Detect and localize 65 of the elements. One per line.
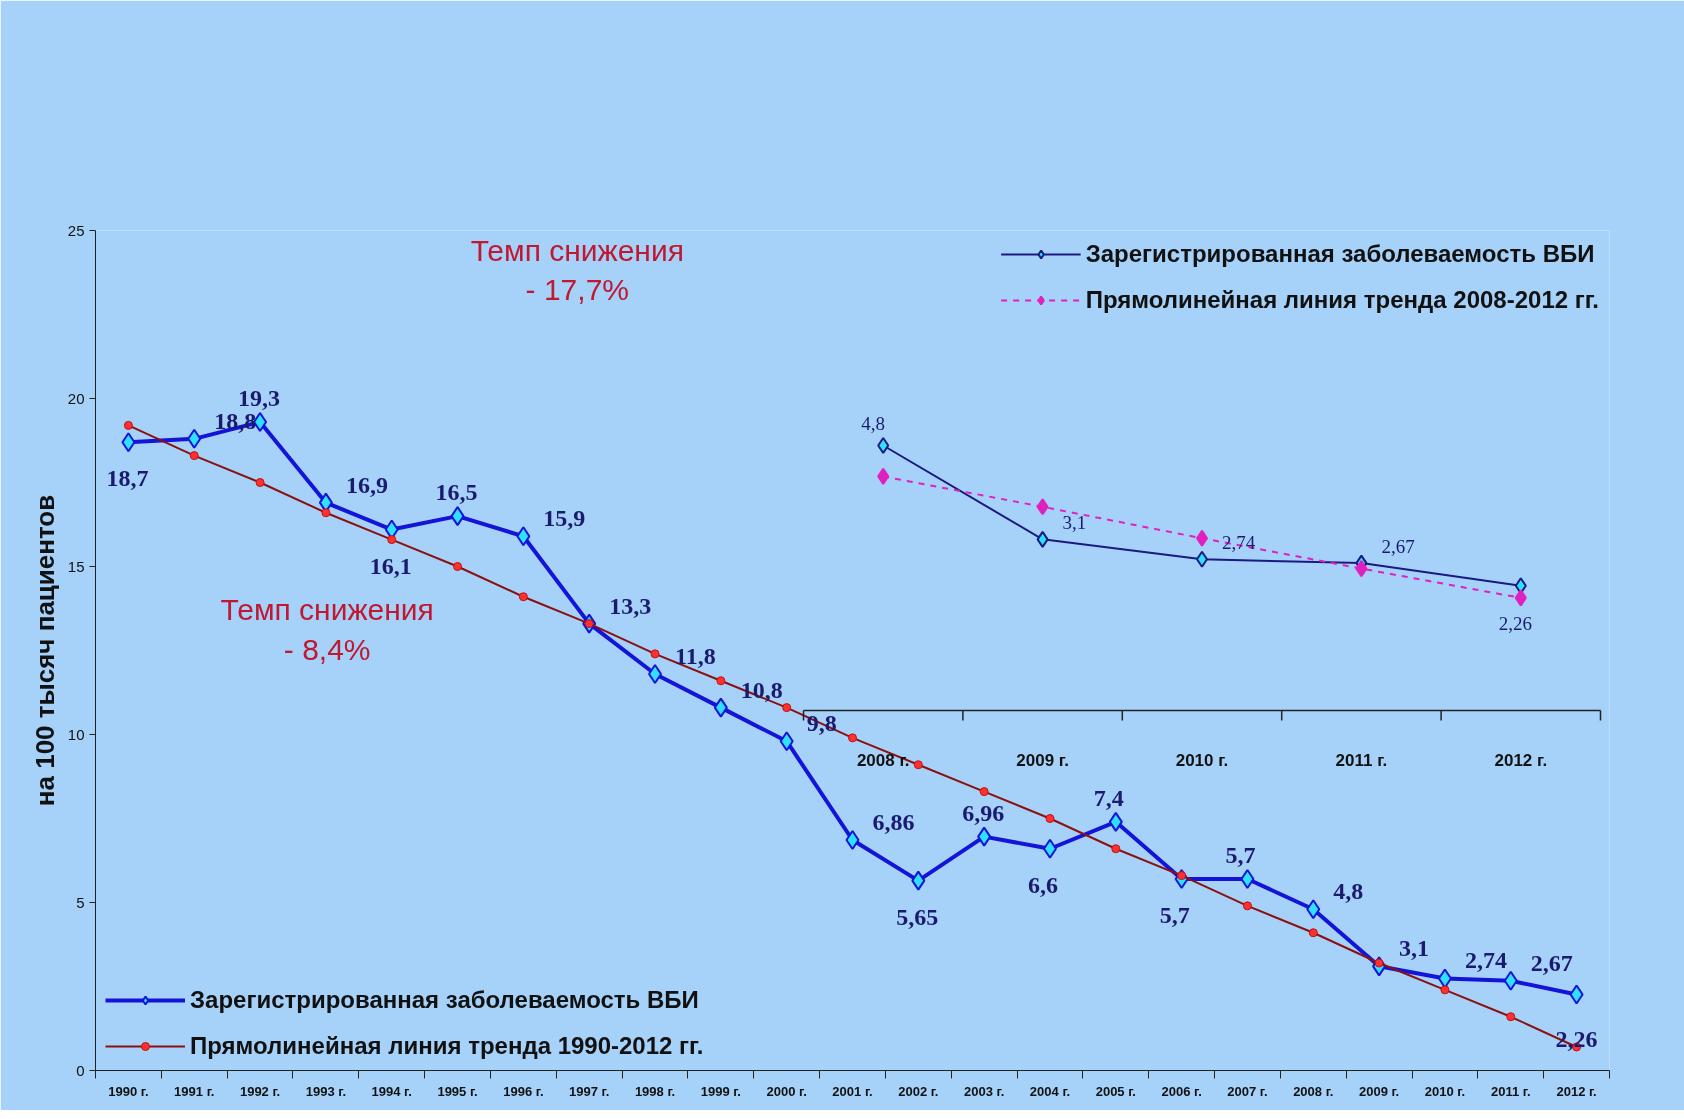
data-label: 11,8 xyxy=(675,643,716,670)
legend-label: Зарегистрированная заболеваемость ВБИ xyxy=(190,986,699,1014)
data-label: 18,7 xyxy=(106,465,149,492)
x-tick-label: 2000 г. xyxy=(766,1083,807,1099)
data-label: 6,6 xyxy=(1027,871,1058,898)
x-tick-label: 1992 г. xyxy=(239,1083,281,1099)
x-tick-label: 2007 г. xyxy=(1227,1083,1268,1099)
x-tick-label: 2011 г. xyxy=(1490,1083,1531,1099)
x-tick-label: 2002 г. xyxy=(898,1083,939,1099)
data-label: 13,3 xyxy=(609,592,652,619)
y-tick-label: 20 xyxy=(67,389,85,407)
x-tick-label: 2012 г. xyxy=(1556,1083,1597,1099)
x-tick-label: 2005 г. xyxy=(1095,1083,1136,1099)
x-tick-label: 2010 г. xyxy=(1175,750,1229,770)
y-tick-label: 25 xyxy=(67,221,85,239)
x-tick-label: 2004 г. xyxy=(1029,1083,1071,1099)
data-label: 16,5 xyxy=(435,479,478,506)
data-label: 3,1 xyxy=(1062,512,1087,534)
data-label: 15,9 xyxy=(543,505,586,532)
x-tick-label: 2003 г. xyxy=(964,1083,1005,1099)
data-label: 16,9 xyxy=(345,471,388,498)
y-tick-label: 10 xyxy=(67,725,85,743)
y-tick-label: 15 xyxy=(67,557,85,575)
legend-label: Прямолинейная линия тренда 2008-2012 гг. xyxy=(1085,286,1599,314)
y-axis-title: на 100 тысяч пациентов xyxy=(29,494,60,807)
data-label: 5,65 xyxy=(896,903,939,930)
data-label: 6,86 xyxy=(872,809,915,835)
x-tick-label: 2008 г. xyxy=(1293,1083,1334,1099)
annotation: Темп снижения - 17,7% xyxy=(470,233,684,307)
data-label: 4,8 xyxy=(1333,878,1364,905)
x-tick-label: 2012 г. xyxy=(1494,750,1548,770)
x-tick-label: 1995 г. xyxy=(437,1083,478,1099)
data-label: 2,67 xyxy=(1530,949,1573,976)
data-label: 5,7 xyxy=(1159,901,1190,928)
data-label: 2,74 xyxy=(1222,532,1256,554)
x-tick-label: 1991 г. xyxy=(174,1083,215,1099)
data-label: 10,8 xyxy=(740,676,783,703)
data-label: 5,7 xyxy=(1225,841,1256,868)
x-tick-label: 2009 г. xyxy=(1016,750,1069,770)
y-tick-label: 5 xyxy=(76,893,85,911)
data-label: 6,96 xyxy=(962,799,1005,826)
x-tick-label: 1999 г. xyxy=(700,1083,741,1099)
x-tick-label: 2001 г. xyxy=(832,1083,873,1099)
legend-label: Прямолинейная линия тренда 1990-2012 гг. xyxy=(190,1032,704,1060)
x-tick-label: 1994 г. xyxy=(371,1083,412,1099)
data-label: 7,4 xyxy=(1093,784,1124,811)
x-tick-label: 1997 г. xyxy=(569,1083,610,1099)
x-tick-label: 2009 г. xyxy=(1358,1083,1400,1099)
x-tick-label: 2006 г. xyxy=(1161,1083,1202,1099)
annotation: Темп снижения - 8,4% xyxy=(220,593,434,666)
data-label: 2,67 xyxy=(1381,536,1415,558)
x-tick-label: 1990 г. xyxy=(108,1083,149,1099)
x-tick-label: 1996 г. xyxy=(503,1083,544,1099)
data-label: 2,26 xyxy=(1498,612,1533,634)
data-label: 16,1 xyxy=(369,552,412,579)
data-label: 19,3 xyxy=(238,385,281,412)
data-label: 3,1 xyxy=(1399,935,1430,962)
y-tick-label: 0 xyxy=(76,1061,85,1079)
legend-label: Зарегистрированная заболеваемость ВБИ xyxy=(1085,240,1595,268)
data-label: 2,74 xyxy=(1464,947,1507,974)
x-tick-label: 1993 г. xyxy=(305,1083,347,1099)
x-tick-label: 2011 г. xyxy=(1335,750,1388,770)
x-tick-label: 2010 г. xyxy=(1424,1083,1466,1099)
x-tick-label: 1998 г. xyxy=(634,1083,676,1099)
data-label: 4,8 xyxy=(861,412,885,434)
